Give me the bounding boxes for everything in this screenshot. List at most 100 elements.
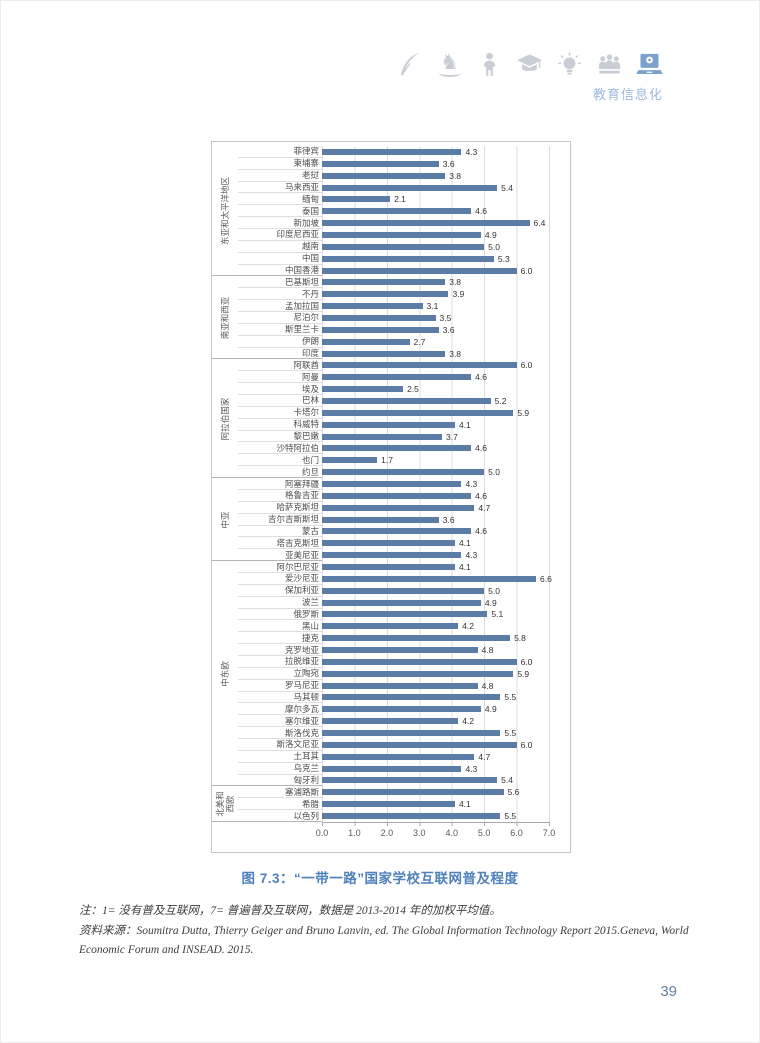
country-label: 克罗地亚 (238, 644, 322, 656)
bar-track: 5.0 (322, 241, 570, 253)
header-icon-row: ♞ (396, 51, 663, 78)
note-line: 注：1= 没有普及互联网，7= 普遍普及互联网，数据是 2013-2014 年的… (79, 905, 501, 917)
country-label: 罗马尼亚 (238, 680, 322, 692)
bar-track: 5.5 (322, 810, 570, 822)
chart-row: 也门 1.7 (238, 454, 570, 467)
chart-row: 立陶宛 5.9 (238, 668, 570, 680)
bar-track: 3.5 (322, 312, 570, 324)
bar-track: 3.8 (322, 348, 570, 360)
bar-track: 3.8 (322, 276, 570, 288)
region-rows: 阿尔巴尼亚 4.1 爱沙尼亚 6.6 保加利亚 5.0 波兰 4.9 俄罗斯 5.1 黑山 4.2 捷克… (238, 561, 570, 787)
x-tick-label: 2.0 (380, 828, 394, 838)
country-label: 斯洛文尼亚 (238, 739, 322, 751)
chart-row: 俄罗斯 5.1 (238, 609, 570, 621)
country-label: 摩尔多瓦 (238, 703, 322, 716)
bar (322, 326, 439, 333)
bar (322, 730, 501, 737)
bar-track: 6.0 (322, 739, 570, 751)
section-label: 教育信息化 (592, 87, 663, 102)
bar (322, 670, 514, 677)
value-label: 4.9 (484, 597, 497, 608)
region-label: 南亚和西亚 (219, 296, 230, 340)
country-label: 沙特阿拉伯 (238, 442, 322, 455)
country-label: 马其顿 (238, 692, 322, 704)
bar (322, 765, 462, 772)
value-label: 6.4 (533, 218, 546, 229)
value-label: 5.3 (497, 253, 510, 264)
value-label: 2.1 (394, 194, 406, 205)
bar-track: 4.2 (322, 715, 570, 727)
country-label: 马来西亚 (238, 182, 322, 194)
x-tick-label: 4.0 (445, 828, 458, 838)
x-axis-labels: 0.0 1.0 2.0 3.0 4.0 5.0 6.0 7.0 (212, 828, 570, 842)
chart-row: 新加坡 6.4 (238, 217, 570, 230)
bar-track: 5.4 (322, 775, 570, 787)
x-tick-label: 3.0 (413, 828, 426, 838)
bar-track: 4.9 (322, 703, 570, 715)
bar (322, 492, 472, 499)
x-axis-tickmarks (322, 823, 550, 826)
value-label: 6.0 (520, 265, 533, 276)
value-label: 3.6 (442, 324, 455, 335)
bar (322, 445, 472, 452)
region-group: 中东欧 阿尔巴尼亚 4.1 爱沙尼亚 6.6 保加利亚 5.0 波兰 4.9 俄罗斯 5.1 黑山 4.… (212, 561, 570, 787)
value-label: 5.4 (501, 775, 513, 786)
bar-track: 3.8 (322, 170, 570, 182)
value-label: 4.6 (475, 490, 487, 501)
country-label: 卡塔尔 (238, 407, 322, 419)
bar (322, 540, 455, 547)
value-label: 4.7 (478, 751, 491, 762)
bar (322, 789, 504, 796)
country-label: 尼泊尔 (238, 312, 322, 324)
bar (322, 433, 442, 440)
bar (322, 243, 485, 250)
value-label: 4.6 (475, 443, 487, 454)
country-label: 保加利亚 (238, 585, 322, 597)
country-label: 科威特 (238, 419, 322, 431)
chart-row: 越南 5.0 (238, 241, 570, 253)
x-tick-label: 6.0 (510, 828, 523, 838)
chart-row: 格鲁吉亚 4.6 (238, 490, 570, 502)
region-rows: 阿塞拜疆 4.3 格鲁吉亚 4.6 哈萨克斯坦 4.7 吉尔吉斯斯坦 3.6 蒙古 4.6 塔吉克斯… (238, 478, 570, 562)
value-label: 3.1 (426, 301, 439, 312)
country-label: 越南 (238, 241, 322, 253)
country-label: 印度 (238, 348, 322, 360)
bar (322, 208, 472, 215)
bar (322, 267, 517, 274)
chart-row: 波兰 4.9 (238, 597, 570, 609)
bar (322, 160, 439, 167)
bar (322, 575, 537, 582)
bar (322, 504, 475, 511)
value-label: 4.3 (465, 763, 478, 774)
chart-row: 吉尔吉斯斯坦 3.6 (238, 514, 570, 526)
value-label: 4.8 (481, 645, 494, 656)
bar (322, 801, 455, 808)
country-label: 塞尔维亚 (238, 715, 322, 728)
country-label: 约旦 (238, 466, 322, 479)
country-label: 斯洛伐克 (238, 727, 322, 739)
chart-row: 科威特 4.1 (238, 419, 570, 431)
value-label: 5.4 (501, 182, 513, 193)
value-label: 6.0 (520, 656, 533, 667)
page-number: 39 (660, 983, 677, 1000)
bar-track: 4.9 (322, 597, 570, 609)
country-label: 亚美尼亚 (238, 549, 322, 562)
bar-track: 6.6 (322, 573, 570, 585)
bar-track: 4.6 (322, 442, 570, 454)
chart-row: 克罗地亚 4.8 (238, 644, 570, 656)
value-label: 4.3 (465, 550, 478, 561)
value-label: 5.6 (507, 787, 520, 798)
country-label: 不丹 (238, 288, 322, 301)
bar-track: 4.3 (322, 146, 570, 158)
country-label: 波兰 (238, 597, 322, 609)
chart-row: 印度 3.8 (238, 348, 570, 360)
country-label: 柬埔寨 (238, 158, 322, 170)
value-label: 5.1 (491, 609, 504, 620)
bar-chart: 东亚和太平洋地区 菲律宾 4.3 柬埔寨 3.6 老挝 3.8 马来西亚 5.4 缅甸 2.1 泰国 4… (211, 141, 571, 853)
value-label: 3.9 (452, 289, 465, 300)
value-label: 2.7 (413, 336, 426, 347)
chart-row: 阿曼 4.6 (238, 371, 570, 384)
country-label: 中国香港 (238, 265, 322, 277)
bar (322, 386, 404, 393)
bar-track: 5.3 (322, 253, 570, 265)
